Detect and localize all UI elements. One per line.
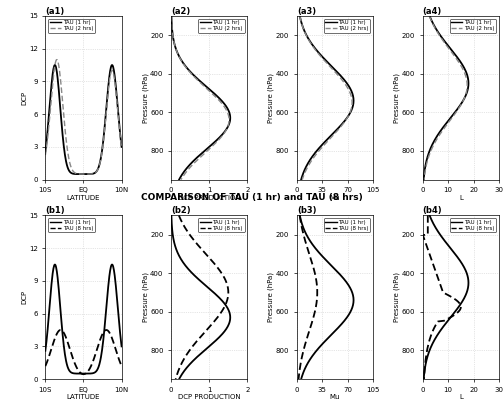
Text: COMPARISON OF TAU (1 hr) and TAU (8 hrs): COMPARISON OF TAU (1 hr) and TAU (8 hrs) — [141, 193, 363, 202]
X-axis label: Mu: Mu — [330, 394, 340, 399]
Legend: TAU (1 hr), TAU (2 hrs): TAU (1 hr), TAU (2 hrs) — [324, 19, 370, 33]
Y-axis label: Pressure (hPa): Pressure (hPa) — [142, 73, 149, 123]
Text: (b2): (b2) — [171, 206, 191, 215]
Legend: TAU (1 hr), TAU (8 hrs): TAU (1 hr), TAU (8 hrs) — [198, 218, 244, 232]
Text: (b1): (b1) — [45, 206, 65, 215]
Y-axis label: Pressure (hPa): Pressure (hPa) — [268, 73, 274, 123]
Legend: TAU (1 hr), TAU (8 hrs): TAU (1 hr), TAU (8 hrs) — [450, 218, 496, 232]
X-axis label: L: L — [459, 394, 463, 399]
X-axis label: DCP PRODUCTION: DCP PRODUCTION — [178, 195, 240, 201]
Text: (b3): (b3) — [297, 206, 317, 215]
X-axis label: Mu: Mu — [330, 195, 340, 201]
Y-axis label: DCP: DCP — [22, 91, 27, 105]
Y-axis label: DCP: DCP — [22, 290, 27, 304]
Legend: TAU (1 hr), TAU (8 hrs): TAU (1 hr), TAU (8 hrs) — [48, 218, 95, 232]
X-axis label: L: L — [459, 195, 463, 201]
Text: (a1): (a1) — [45, 7, 65, 16]
Y-axis label: Pressure (hPa): Pressure (hPa) — [268, 272, 274, 322]
X-axis label: LATITUDE: LATITUDE — [67, 195, 100, 201]
Legend: TAU (1 hr), TAU (2 hrs): TAU (1 hr), TAU (2 hrs) — [198, 19, 244, 33]
Text: (a2): (a2) — [171, 7, 191, 16]
X-axis label: LATITUDE: LATITUDE — [67, 394, 100, 399]
Y-axis label: Pressure (hPa): Pressure (hPa) — [394, 272, 400, 322]
X-axis label: DCP PRODUCTION: DCP PRODUCTION — [178, 394, 240, 399]
Legend: TAU (1 hr), TAU (2 hrs): TAU (1 hr), TAU (2 hrs) — [48, 19, 95, 33]
Text: (a4): (a4) — [423, 7, 442, 16]
Text: (a3): (a3) — [297, 7, 316, 16]
Y-axis label: Pressure (hPa): Pressure (hPa) — [142, 272, 149, 322]
Text: (b4): (b4) — [423, 206, 443, 215]
Y-axis label: Pressure (hPa): Pressure (hPa) — [394, 73, 400, 123]
Legend: TAU (1 hr), TAU (8 hrs): TAU (1 hr), TAU (8 hrs) — [324, 218, 370, 232]
Legend: TAU (1 hr), TAU (2 hrs): TAU (1 hr), TAU (2 hrs) — [450, 19, 496, 33]
